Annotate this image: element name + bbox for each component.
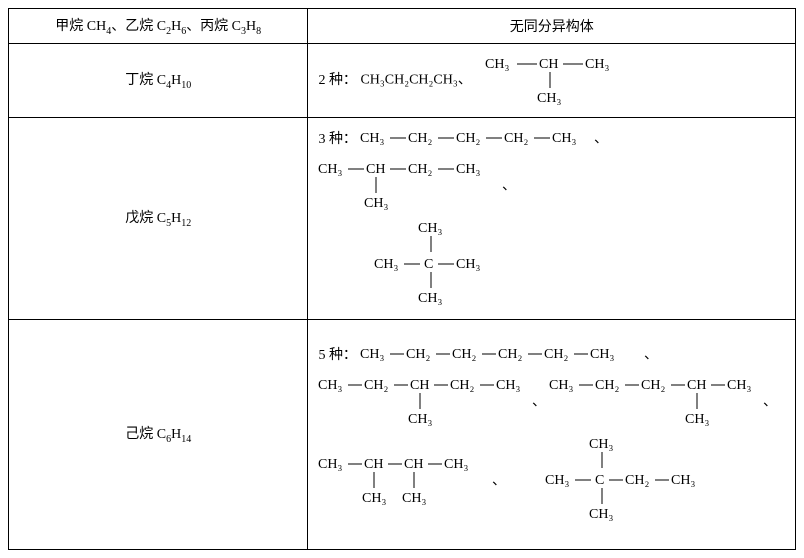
cell-content-butane: 2 种： CH₃CH₂CH₂CH₃、 CH₃ CH CH₃ CH₃: [308, 43, 796, 117]
svg-text:CH₂: CH₂: [364, 378, 388, 393]
row-hexane: 己烷 C6H14 5 种： CH₃ CH₂ CH₂ CH₂ CH₂ CH₃ 、: [9, 319, 796, 549]
svg-text:CH₃: CH₃: [589, 437, 613, 452]
svg-text:CH₃: CH₃: [589, 507, 613, 522]
2-methylpentane-structure: CH₃ CH₂ CH₂ CH CH₃ CH₃: [549, 371, 759, 434]
n-pentane-structure: CH₃ CH₂ CH₂ CH₂ CH₃: [360, 124, 590, 155]
separator: 、: [644, 348, 658, 363]
svg-text:CH₃: CH₃: [545, 473, 569, 488]
svg-text:CH: CH: [410, 378, 429, 393]
svg-text:CH₂: CH₂: [595, 378, 619, 393]
svg-text:CH₂: CH₂: [406, 347, 430, 362]
svg-text:CH₃: CH₃: [402, 491, 426, 506]
svg-text:CH₂: CH₂: [450, 378, 474, 393]
svg-text:CH: CH: [687, 378, 706, 393]
separator: 、: [502, 179, 516, 194]
row-methane-ethane-propane: 甲烷 CH4、乙烷 C2H6、丙烷 C3H8 无同分异构体: [9, 9, 796, 44]
svg-text:CH₂: CH₂: [641, 378, 665, 393]
svg-text:CH₃: CH₃: [318, 457, 342, 472]
svg-text:CH₃: CH₃: [360, 347, 384, 362]
cell-content-pentane: 3 种： CH₃ CH₂ CH₂ CH₂ CH₃ 、 CH₃: [308, 117, 796, 319]
separator: 、: [594, 132, 608, 147]
svg-text:CH₃: CH₃: [360, 131, 384, 146]
svg-text:CH₃: CH₃: [590, 347, 614, 362]
23-dimethylbutane-structure: CH₃ CH CH CH₃ CH₃ CH₃: [318, 450, 488, 513]
svg-text:CH₃: CH₃: [456, 162, 480, 177]
cell-label-c1c2c3: 甲烷 CH4、乙烷 C2H6、丙烷 C3H8: [9, 9, 308, 44]
svg-text:CH₃: CH₃: [537, 91, 561, 106]
svg-text:CH₃: CH₃: [585, 57, 609, 72]
n-hexane-structure: CH₃ CH₂ CH₂ CH₂ CH₂ CH₃: [360, 340, 640, 371]
svg-text:CH₃: CH₃: [374, 257, 398, 272]
row-pentane: 戊烷 C5H12 3 种： CH₃ CH₂ CH₂ CH₂ CH₃ 、: [9, 117, 796, 319]
isomers-table: 甲烷 CH4、乙烷 C2H6、丙烷 C3H8 无同分异构体 丁烷 C4H10 2…: [8, 8, 796, 550]
svg-text:CH₃: CH₃: [418, 291, 442, 306]
isopentane-structure: CH₃ CH CH₂ CH₃ CH₃: [318, 155, 498, 218]
svg-text:CH: CH: [366, 162, 385, 177]
svg-text:CH₃: CH₃: [408, 412, 432, 427]
svg-text:CH₂: CH₂: [498, 347, 522, 362]
svg-text:CH₃: CH₃: [456, 257, 480, 272]
svg-text:CH₃: CH₃: [418, 221, 442, 236]
hexane-count: 5 种：: [318, 344, 357, 364]
svg-text:CH₃: CH₃: [685, 412, 709, 427]
svg-text:CH₃: CH₃: [362, 491, 386, 506]
pentane-count: 3 种：: [318, 128, 357, 148]
svg-text:C: C: [424, 257, 433, 272]
svg-text:CH₂: CH₂: [452, 347, 476, 362]
row-butane: 丁烷 C4H10 2 种： CH₃CH₂CH₂CH₃、 CH₃ CH CH₃ C…: [9, 43, 796, 117]
svg-text:CH₂: CH₂: [544, 347, 568, 362]
svg-text:CH: CH: [404, 457, 423, 472]
svg-text:CH: CH: [364, 457, 383, 472]
cell-label-hexane: 己烷 C6H14: [9, 319, 308, 549]
svg-text:CH₃: CH₃: [727, 378, 751, 393]
separator: 、: [492, 474, 506, 489]
cell-content-c1c2c3: 无同分异构体: [308, 9, 796, 44]
svg-text:CH₃: CH₃: [444, 457, 468, 472]
3-methylpentane-structure: CH₃ CH₂ CH CH₂ CH₃ CH₃: [318, 371, 528, 434]
butane-count: 2 种：: [318, 69, 357, 89]
svg-text:CH₃: CH₃: [318, 162, 342, 177]
svg-text:CH: CH: [539, 57, 558, 72]
svg-text:CH₃: CH₃: [552, 131, 576, 146]
svg-text:CH₃: CH₃: [549, 378, 573, 393]
svg-text:CH₂: CH₂: [625, 473, 649, 488]
cell-content-hexane: 5 种： CH₃ CH₂ CH₂ CH₂ CH₂ CH₃ 、: [308, 319, 796, 549]
separator: 、: [532, 395, 546, 410]
svg-text:CH₃: CH₃: [671, 473, 695, 488]
isobutane-structure: CH₃ CH CH₃ CH₃: [475, 50, 625, 111]
neopentane-structure: CH₃ CH₃ C CH₃ CH₃: [368, 218, 498, 313]
svg-text:CH₂: CH₂: [408, 162, 432, 177]
svg-text:CH₃: CH₃: [318, 378, 342, 393]
n-butane-text: CH₃CH₂CH₂CH₃、: [360, 73, 471, 88]
svg-text:CH₃: CH₃: [485, 57, 509, 72]
22-dimethylbutane-structure: CH₃ CH₃ C CH₂ CH₃ CH₃: [539, 434, 719, 529]
cell-label-pentane: 戊烷 C5H12: [9, 117, 308, 319]
svg-text:CH₂: CH₂: [504, 131, 528, 146]
svg-text:CH₂: CH₂: [456, 131, 480, 146]
svg-text:CH₂: CH₂: [408, 131, 432, 146]
svg-text:CH₃: CH₃: [496, 378, 520, 393]
svg-text:CH₃: CH₃: [364, 196, 388, 211]
cell-label-butane: 丁烷 C4H10: [9, 43, 308, 117]
svg-text:C: C: [595, 473, 604, 488]
no-isomers-text: 无同分异构体: [510, 20, 594, 35]
separator: 、: [763, 395, 777, 410]
